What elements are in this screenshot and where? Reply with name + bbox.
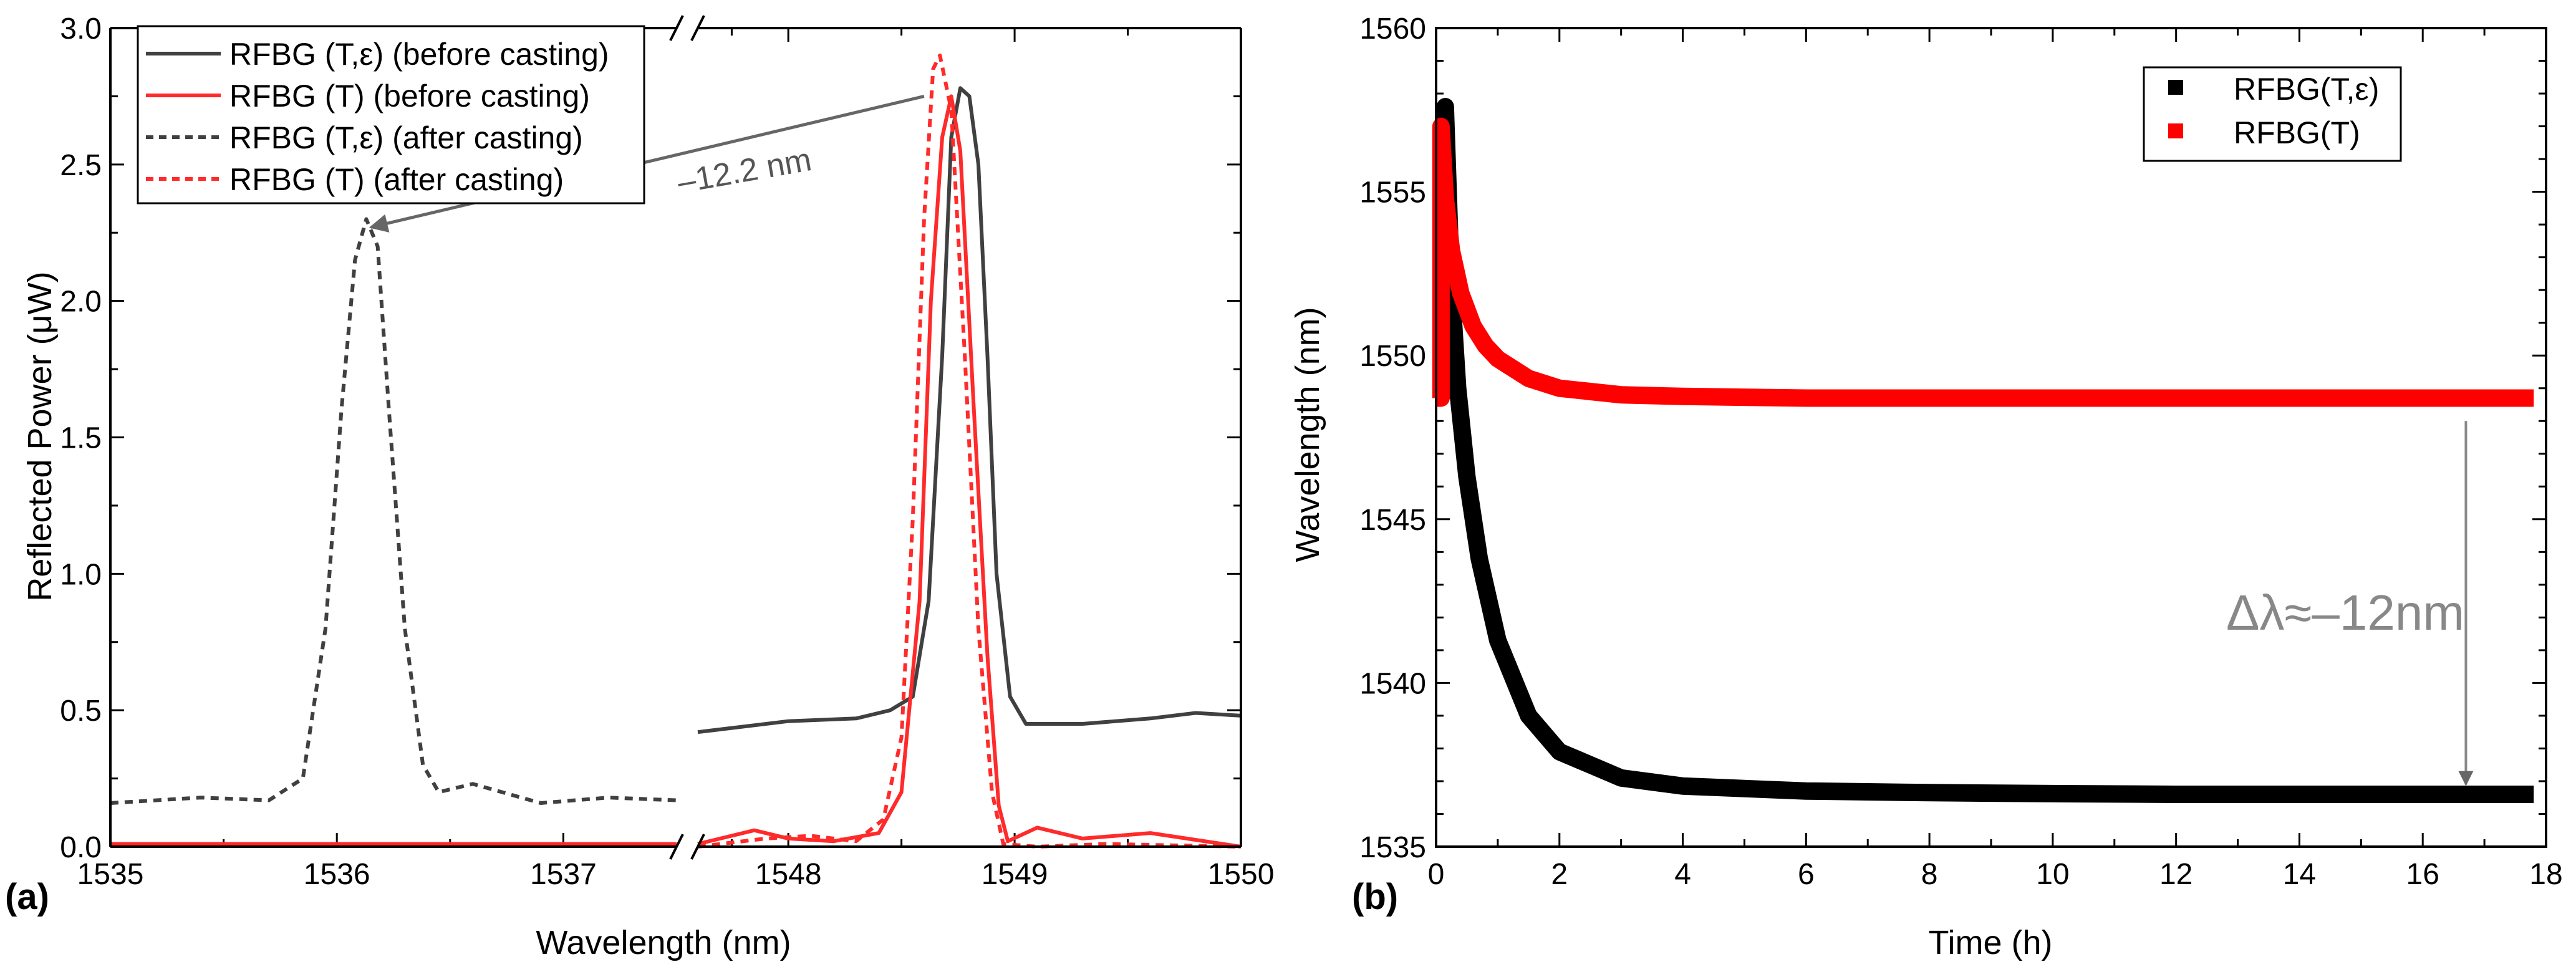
panel-b-x-tick-label: 14 bbox=[2283, 858, 2316, 891]
panel-b-x-tick-label: 8 bbox=[1921, 858, 1938, 891]
panel-b-x-tick-label: 18 bbox=[2529, 858, 2562, 891]
panel-b-x-axis-label: Time (h) bbox=[1929, 924, 2053, 961]
panel-a-x-tick-label: 1537 bbox=[530, 858, 597, 891]
panel-a-y-axis-label: Reflected Power (μW) bbox=[21, 271, 59, 601]
panel-a-x-tick-label: 1535 bbox=[77, 858, 144, 891]
panel-b-x-tick-label: 2 bbox=[1551, 858, 1568, 891]
panel-b-frame bbox=[1435, 27, 2547, 848]
panel-a-legend-label: RFBG (T,ε) (before casting) bbox=[229, 37, 609, 72]
panel-b-legend-box bbox=[2143, 66, 2402, 162]
panel-b-label: (b) bbox=[1352, 877, 1398, 917]
panel-a-x-tick-label: 1536 bbox=[304, 858, 370, 891]
panel-b-y-tick-label: 1555 bbox=[1359, 176, 1426, 209]
panel-b-delta-annotation: Δλ≈–12nm bbox=[2226, 585, 2464, 640]
panel-b-legend-swatch bbox=[2168, 123, 2183, 138]
panel-b-y-tick-label: 1545 bbox=[1359, 504, 1426, 537]
panel-b-x-tick-label: 6 bbox=[1798, 858, 1815, 891]
panel-b-x-tick-label: 12 bbox=[2159, 858, 2192, 891]
panel-b-y-tick-label: 1540 bbox=[1359, 667, 1426, 700]
panel-a-series-line bbox=[697, 94, 1242, 849]
panel-b-series bbox=[1432, 98, 2534, 803]
panel-a-legend-entry: RFBG (T) (before casting) bbox=[146, 79, 590, 113]
panel-a-legend-label: RFBG (T,ε) (after casting) bbox=[229, 120, 583, 155]
panel-b-legend-label: RFBG(T) bbox=[2234, 115, 2360, 150]
panel-b-y-tick-label: 1560 bbox=[1359, 12, 1426, 46]
panel-a-x-axis-label: Wavelength (nm) bbox=[536, 924, 791, 961]
panel-a-legend-label: RFBG (T) (after casting) bbox=[229, 162, 564, 197]
panel-b-series-trace bbox=[1432, 117, 2534, 407]
panel-b-y-tick-label: 1550 bbox=[1359, 340, 1426, 373]
panel-a-shift-arrow bbox=[369, 94, 925, 233]
panel-a-series-line bbox=[110, 217, 677, 805]
panel-b-legend-entry: RFBG(T) bbox=[2168, 115, 2360, 150]
panel-b-legend-swatch bbox=[2168, 80, 2183, 95]
panel-a-ticks: 0.0 0.5 1.0 1.5 2.0 2.5 3.0 1535 1536 1537 1548 154… bbox=[60, 12, 1274, 891]
panel-a-label: (a) bbox=[5, 877, 49, 917]
panel-b-legend-label: RFBG(T,ε) bbox=[2234, 72, 2379, 107]
panel-b-series-trace bbox=[1436, 98, 2534, 803]
panel-b-x-tick-label: 16 bbox=[2406, 858, 2439, 891]
panel-a-legend-entry: RFBG (T) (after casting) bbox=[146, 162, 564, 197]
panel-a-x-tick-label: 1550 bbox=[1208, 858, 1275, 891]
panel-b-y-axis-label: Wavelength (nm) bbox=[1289, 307, 1326, 562]
panel-a-legend-entry: RFBG (T,ε) (before casting) bbox=[146, 37, 609, 72]
panel-a-y-tick-label: 2.5 bbox=[60, 149, 102, 182]
panel-a-x-tick-label: 1549 bbox=[982, 858, 1048, 891]
panel-a-y-tick-label: 1.0 bbox=[60, 558, 102, 591]
panel-b-legend: RFBG(T,ε) RFBG(T) bbox=[2143, 66, 2402, 162]
panel-a-series-line bbox=[697, 86, 1242, 734]
panel-a-y-tick-label: 3.0 bbox=[60, 12, 102, 46]
panel-a-x-tick-label: 1548 bbox=[755, 858, 822, 891]
panel-a-legend-label: RFBG (T) (before casting) bbox=[229, 79, 590, 113]
panel-b-legend-entry: RFBG(T,ε) bbox=[2168, 72, 2379, 107]
panel-a-y-tick-label: 1.5 bbox=[60, 422, 102, 455]
panel-a-legend-entry: RFBG (T,ε) (after casting) bbox=[146, 120, 583, 155]
panel-a-legend-box bbox=[137, 25, 645, 205]
panel-a-legend: RFBG (T,ε) (before casting) RFBG (T) (be… bbox=[137, 25, 645, 205]
panel-b-x-tick-label: 4 bbox=[1674, 858, 1691, 891]
panel-a-y-tick-label: 0.5 bbox=[60, 695, 102, 728]
panel-a-y-tick-label: 2.0 bbox=[60, 286, 102, 319]
panel-b-x-tick-label: 0 bbox=[1428, 858, 1445, 891]
panel-a: 0.0 0.5 1.0 1.5 2.0 2.5 3.0 1535 1536 1537 1548 154… bbox=[5, 12, 1274, 961]
panel-a-series bbox=[110, 53, 1242, 849]
panel-b-y-tick-label: 1535 bbox=[1359, 831, 1426, 864]
panel-b-x-tick-label: 10 bbox=[2036, 858, 2069, 891]
panel-b-plot-frame bbox=[1435, 27, 2547, 848]
panel-a-y-tick-label: 0.0 bbox=[60, 831, 102, 864]
